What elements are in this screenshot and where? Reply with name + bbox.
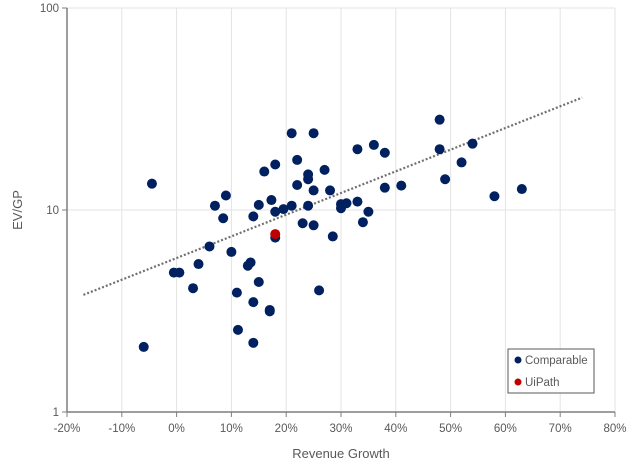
comparable-point (226, 246, 237, 257)
data-points (138, 114, 527, 352)
comparable-point (319, 164, 330, 175)
legend-label-comparable: Comparable (525, 355, 588, 367)
legend-box (507, 348, 595, 394)
comparable-point (434, 114, 445, 125)
comparable-point (188, 283, 199, 294)
y-axis-label: EV/GP (10, 190, 25, 230)
comparable-point (396, 180, 407, 191)
comparable-point (278, 204, 289, 215)
comparable-point (357, 217, 368, 228)
x-tick-label: 0% (168, 423, 185, 435)
comparable-point (379, 182, 390, 193)
comparable-point (314, 285, 325, 296)
comparable-point (138, 341, 149, 352)
comparable-point (352, 144, 363, 155)
x-tick-label: 70% (549, 423, 572, 435)
comparable-point (209, 200, 220, 211)
y-tick-label: 1 (53, 407, 59, 419)
comparable-point (327, 231, 338, 242)
comparable-point (259, 166, 270, 177)
comparable-point (368, 139, 379, 150)
comparable-point (248, 337, 259, 348)
trendline-group (83, 96, 583, 296)
comparable-point (292, 179, 303, 190)
comparable-point (489, 191, 500, 202)
comparable-point (456, 157, 467, 168)
comparable-point (220, 190, 231, 201)
y-tick-label: 10 (46, 205, 59, 217)
comparable-point (253, 199, 264, 210)
comparable-point (303, 200, 314, 211)
comparable-point (264, 306, 275, 317)
x-tick-label: 60% (494, 423, 517, 435)
comparable-point (146, 178, 157, 189)
comparable-point (218, 213, 229, 224)
comparable-point (297, 218, 308, 229)
y-tick-label: 100 (40, 3, 59, 15)
comparable-point (253, 277, 264, 288)
comparable-point (516, 184, 527, 195)
comparable-point (379, 147, 390, 158)
comparable-point (266, 195, 277, 206)
comparable-point (270, 159, 281, 170)
comparable-point (292, 154, 303, 165)
x-tick-label: 50% (439, 423, 462, 435)
comparable-point (245, 257, 256, 268)
uipath-point (270, 229, 281, 240)
comparable-point (303, 174, 314, 185)
comparable-point (174, 267, 185, 278)
axes: -20% -10% 0% 10% 20% 30% 40% 50% 60% 70% 80% 1 10 100 (40, 3, 627, 435)
comparable-point (193, 259, 204, 270)
x-tick-label: -20% (54, 423, 81, 435)
legend-marker-comparable (514, 356, 522, 364)
comparable-point (308, 185, 319, 196)
x-tick-label: 80% (603, 423, 626, 435)
x-tick-label: 20% (275, 423, 298, 435)
x-tick-label: -10% (108, 423, 135, 435)
comparable-point (308, 128, 319, 139)
x-tick-label: 30% (329, 423, 352, 435)
comparable-point (231, 287, 242, 298)
comparable-point (341, 198, 352, 209)
comparable-point (434, 144, 445, 155)
legend-label-uipath: UiPath (525, 377, 560, 389)
comparable-point (270, 206, 281, 217)
x-tick-label: 40% (384, 423, 407, 435)
comparable-point (363, 206, 374, 217)
comparable-point (248, 211, 259, 222)
legend-marker-uipath (514, 378, 522, 386)
comparable-point (286, 200, 297, 211)
comparable-point (325, 185, 336, 196)
legend: Comparable UiPath (507, 348, 595, 394)
comparable-point (232, 324, 243, 335)
comparable-point (467, 138, 478, 149)
x-axis-label: Revenue Growth (292, 446, 390, 461)
comparable-point (440, 174, 451, 185)
comparable-point (352, 196, 363, 207)
comparable-point (286, 128, 297, 139)
comparable-point (248, 297, 259, 308)
comparable-point (308, 220, 319, 231)
x-tick-label: 10% (220, 423, 243, 435)
comparable-point (204, 241, 215, 252)
trendline (83, 96, 583, 296)
